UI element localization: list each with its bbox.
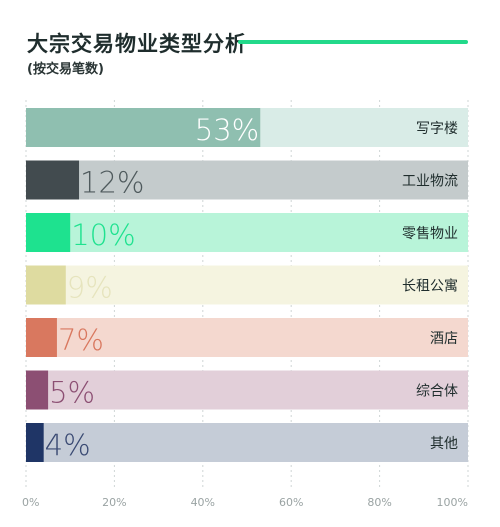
x-tick-label: 60% (279, 496, 303, 509)
category-label: 零售物业 (402, 226, 458, 242)
bar (26, 370, 49, 410)
bar (26, 108, 261, 147)
bar-track (26, 423, 468, 462)
bar-value-label: 5% (49, 376, 95, 410)
bar-value-label: 4% (45, 428, 91, 462)
x-tick-label: 0% (22, 496, 39, 509)
x-tick-label: 80% (367, 496, 391, 509)
category-label: 酒店 (430, 331, 458, 347)
bar-value-label: 53% (195, 113, 259, 147)
x-tick-label: 20% (102, 496, 126, 509)
chart-subtitle: (按交易笔数) (27, 62, 104, 77)
bar-value-label: 7% (58, 323, 104, 357)
chart-title: 大宗交易物业类型分析 (27, 32, 247, 56)
bar-track (26, 370, 468, 410)
bar-value-label: 10% (71, 218, 135, 252)
category-label: 其他 (430, 436, 458, 452)
bar (26, 318, 57, 357)
bar-track (26, 213, 468, 252)
bar (26, 213, 71, 252)
bar (26, 160, 80, 200)
category-label: 写字楼 (416, 121, 458, 137)
bar (26, 265, 66, 305)
bar-value-label: 12% (80, 166, 144, 200)
bar-track (26, 318, 468, 357)
category-label: 工业物流 (402, 174, 458, 190)
title-accent-line (238, 40, 468, 44)
x-tick-label: 100% (437, 496, 468, 509)
bar-track (26, 160, 468, 200)
bar-value-label: 9% (67, 271, 113, 305)
bar-track (26, 265, 468, 305)
bar (26, 423, 44, 462)
category-label: 综合体 (416, 384, 458, 400)
x-tick-label: 40% (191, 496, 215, 509)
category-label: 长租公寓 (402, 278, 458, 295)
